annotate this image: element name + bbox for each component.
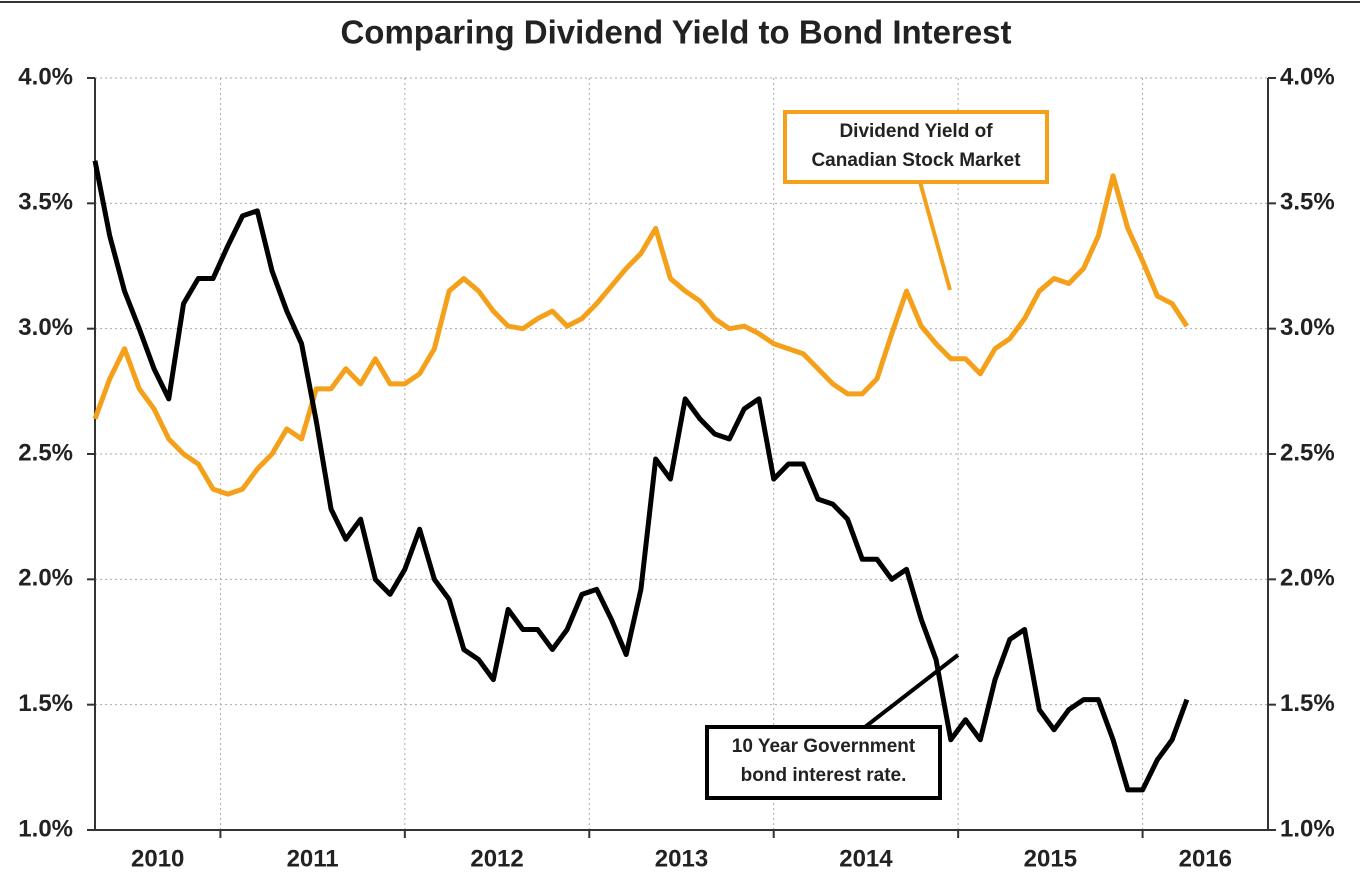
x-tick-label: 2011 (287, 845, 339, 872)
y2-tick-label: 4.0% (1280, 63, 1335, 90)
annotation-leader (918, 181, 952, 291)
y2-tick-label: 1.0% (1280, 815, 1335, 842)
y-tick-label: 1.0% (18, 815, 73, 842)
series-line (92, 160, 1190, 793)
x-tick-label: 2010 (131, 845, 184, 872)
x-tick-label: 2013 (655, 845, 708, 872)
annotation-box (783, 110, 1049, 184)
annotation-text: bond interest rate. (741, 765, 907, 786)
chart-title: Comparing Dividend Yield to Bond Interes… (340, 14, 1011, 51)
y2-tick-label: 3.0% (1280, 314, 1335, 341)
annotation-text: Dividend Yield of (839, 121, 993, 142)
y2-tick-label: 3.5% (1280, 189, 1335, 216)
y-tick-label: 3.5% (18, 189, 73, 216)
y2-tick-label: 1.5% (1280, 690, 1335, 717)
y-tick-label: 1.5% (18, 690, 73, 717)
y2-tick-label: 2.0% (1280, 565, 1335, 592)
x-tick-label: 2016 (1179, 845, 1232, 872)
y-tick-label: 3.0% (18, 314, 73, 341)
y-tick-label: 2.0% (18, 565, 73, 592)
y-tick-label: 2.5% (18, 439, 73, 466)
annotation-text: Canadian Stock Market (811, 150, 1021, 171)
y-tick-label: 4.0% (18, 63, 73, 90)
x-tick-label: 2015 (1024, 845, 1077, 872)
annotation-box (705, 725, 942, 800)
y2-tick-label: 2.5% (1280, 439, 1335, 466)
x-tick-label: 2014 (839, 845, 893, 872)
x-tick-label: 2012 (470, 845, 523, 872)
annotation-text: 10 Year Government (732, 736, 916, 757)
series-line (92, 173, 1189, 497)
annotation-leader (863, 653, 960, 729)
